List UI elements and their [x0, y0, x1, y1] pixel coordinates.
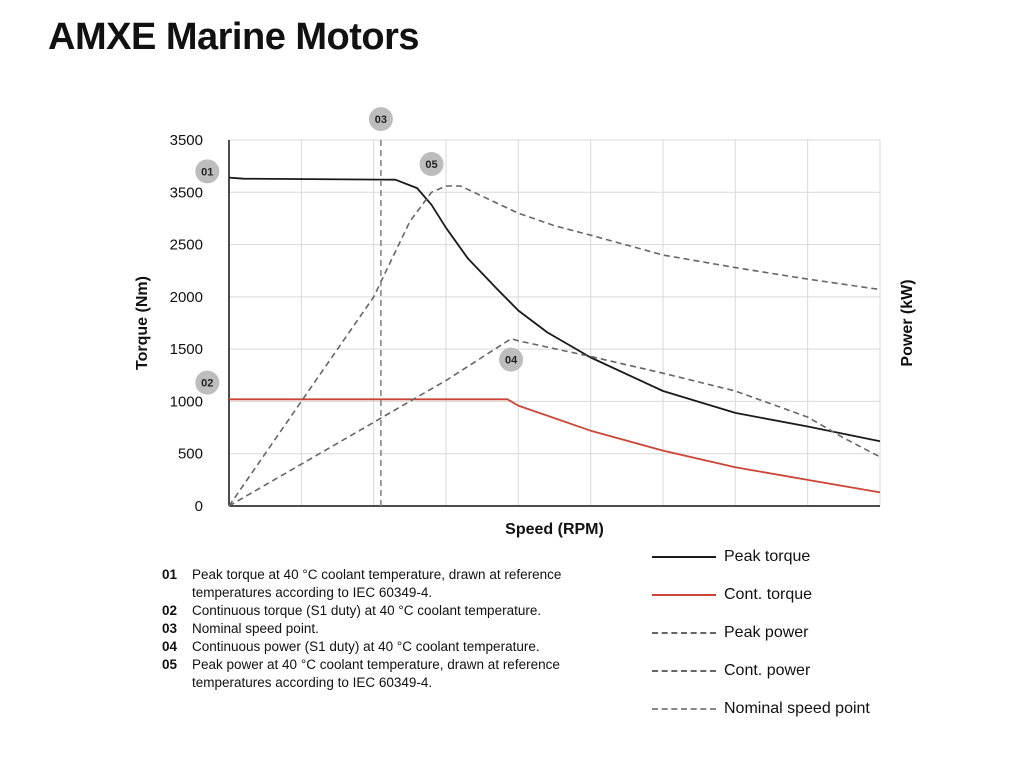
- y-tick-label: 3500: [170, 132, 203, 149]
- series-line-peak-torque: [228, 176, 881, 443]
- chart-axes: 0 500 1000 1500 2000 2500 3500 3500 Speed (RPM) T…: [134, 132, 916, 538]
- chart-annotations: 01 02 03 04 05: [195, 107, 524, 395]
- annotation-label: 05: [425, 159, 437, 171]
- annotation-marker: 01: [195, 159, 220, 184]
- annotation-circle: [499, 347, 524, 372]
- note-id: 05: [162, 657, 178, 672]
- chart-notes: 01 Peak torque at 40 °C coolant temperat…: [162, 566, 592, 692]
- y-axis-label: Torque (Nm): [134, 276, 151, 370]
- y2-axis-label: Power (kW): [899, 279, 916, 366]
- note-id: 03: [162, 621, 178, 636]
- y-tick-label: 0: [195, 498, 203, 515]
- annotation-label: 03: [375, 114, 387, 126]
- legend-swatch: [652, 632, 716, 634]
- note-id: 02: [162, 603, 178, 618]
- legend-label: Peak torque: [724, 548, 811, 565]
- legend-label: Cont. torque: [724, 586, 813, 603]
- note-text: Nominal speed point.: [192, 621, 319, 636]
- annotation-marker: 05: [419, 152, 444, 177]
- legend-label: Nominal speed point: [724, 700, 870, 717]
- chart-series: [228, 140, 881, 507]
- note-text: Peak torque at 40 °C coolant temperature…: [192, 567, 562, 600]
- legend-label: Peak power: [724, 624, 809, 641]
- note-item: 05 Peak power at 40 °C coolant temperatu…: [162, 656, 592, 692]
- annotation-circle: [368, 107, 393, 132]
- legend-item-nominal-speed-point: Nominal speed point: [652, 690, 870, 728]
- legend-swatch: [652, 594, 716, 596]
- series-line-cont-power: [228, 337, 881, 507]
- series-line-peak-power: [228, 185, 881, 507]
- series-line-cont-torque: [229, 398, 881, 494]
- annotation-marker: 04: [499, 347, 524, 372]
- annotation-circle: [195, 370, 220, 395]
- x-axis-label: Speed (RPM): [505, 521, 604, 538]
- note-text: Continuous torque (S1 duty) at 40 °C coo…: [192, 603, 542, 618]
- note-id: 01: [162, 567, 178, 582]
- y-tick-label: 500: [178, 446, 203, 463]
- note-text: Continuous power (S1 duty) at 40 °C cool…: [192, 639, 540, 654]
- annotation-label: 01: [201, 166, 213, 178]
- y-tick-label: 2000: [170, 289, 203, 306]
- legend-swatch: [652, 708, 716, 710]
- note-item: 03 Nominal speed point.: [162, 620, 592, 638]
- page-title: AMXE Marine Motors: [48, 16, 420, 58]
- legend-item-cont-torque: Cont. torque: [652, 576, 870, 614]
- y-tick-label: 2500: [170, 237, 203, 254]
- note-item: 02 Continuous torque (S1 duty) at 40 °C …: [162, 602, 592, 620]
- legend-swatch: [652, 670, 716, 672]
- annotation-label: 02: [201, 378, 213, 390]
- legend-item-peak-torque: Peak torque: [652, 538, 870, 576]
- y-tick-label: 3500: [170, 184, 203, 201]
- annotation-circle: [195, 159, 220, 184]
- y-tick-label: 1500: [170, 341, 203, 358]
- annotation-label: 04: [505, 355, 518, 367]
- note-id: 04: [162, 639, 178, 654]
- annotation-marker: 03: [368, 107, 393, 132]
- legend-swatch: [652, 556, 716, 558]
- annotation-marker: 02: [195, 370, 220, 395]
- legend-item-peak-power: Peak power: [652, 614, 870, 652]
- annotation-circle: [419, 152, 444, 177]
- note-item: 04 Continuous power (S1 duty) at 40 °C c…: [162, 638, 592, 656]
- legend-item-cont-power: Cont. power: [652, 652, 870, 690]
- y-tick-label: 1000: [170, 393, 203, 410]
- chart-grid: [229, 139, 881, 506]
- legend-label: Cont. power: [724, 662, 811, 679]
- chart-legend: Peak torque Cont. torque Peak power Cont…: [652, 538, 870, 728]
- note-item: 01 Peak torque at 40 °C coolant temperat…: [162, 566, 592, 602]
- note-text: Peak power at 40 °C coolant temperature,…: [192, 657, 560, 690]
